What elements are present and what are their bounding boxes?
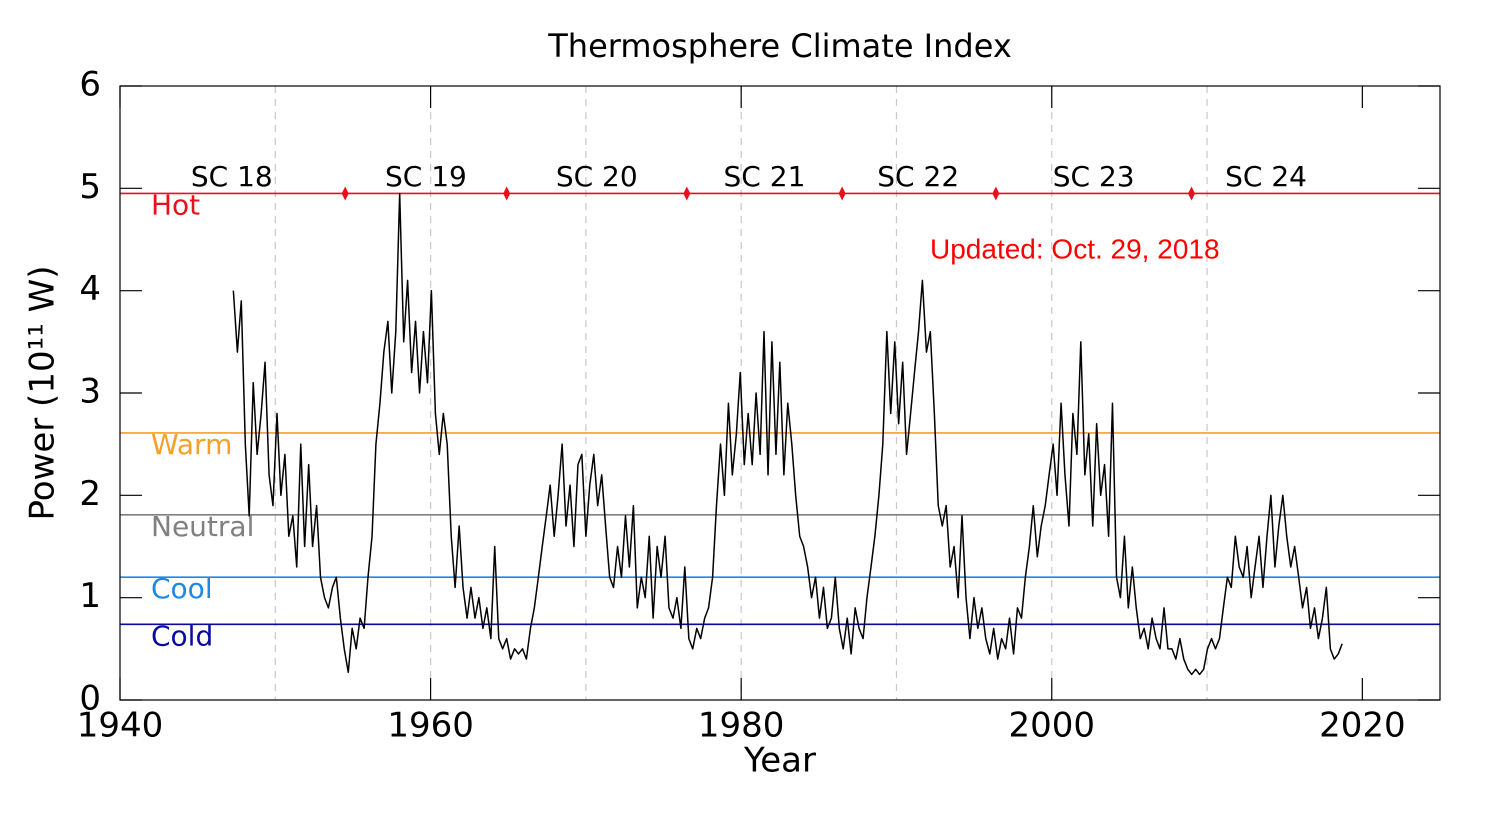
cycle-boundary <box>1188 186 1196 201</box>
reference-label: Warm <box>151 428 232 461</box>
cycle-boundary <box>341 186 349 201</box>
data-line <box>232 192 1343 676</box>
y-tick-label: 0 <box>79 679 101 719</box>
y-tick-label: 2 <box>79 474 101 514</box>
reference-label: Hot <box>151 188 200 221</box>
reference-label: Cold <box>151 619 213 652</box>
y-tick-label: 5 <box>79 167 101 207</box>
y-tick-label: 1 <box>79 576 101 616</box>
x-axis-label: Year <box>743 741 816 781</box>
cycle-label: SC 21 <box>724 160 806 193</box>
y-axis-label: Power (10¹¹ W) <box>23 265 63 520</box>
cycle-label: SC 18 <box>191 160 273 193</box>
annotation: Updated: Oct. 29, 2018 <box>930 233 1220 264</box>
cycle-label: SC 19 <box>385 160 467 193</box>
reference-label: Cool <box>151 572 213 605</box>
cycle-label: SC 23 <box>1053 160 1135 193</box>
x-tick-label: 1940 <box>77 706 164 746</box>
x-tick-label: 1980 <box>698 706 785 746</box>
x-tick-label: 1960 <box>387 706 474 746</box>
y-tick-label: 3 <box>79 372 101 412</box>
x-tick-label: 2000 <box>1008 706 1095 746</box>
cycle-label: SC 24 <box>1225 160 1307 193</box>
cycle-boundary <box>992 186 1000 201</box>
cycle-boundary <box>838 186 846 201</box>
x-tick-label: 2020 <box>1319 706 1406 746</box>
cycle-boundary <box>683 186 691 201</box>
cycle-label: SC 20 <box>556 160 638 193</box>
cycle-boundary <box>503 186 511 201</box>
cycle-label: SC 22 <box>877 160 959 193</box>
y-tick-label: 4 <box>79 269 101 309</box>
y-tick-label: 6 <box>79 65 101 105</box>
chart-title: Thermosphere Climate Index <box>547 27 1012 65</box>
reference-label: Neutral <box>151 510 254 543</box>
